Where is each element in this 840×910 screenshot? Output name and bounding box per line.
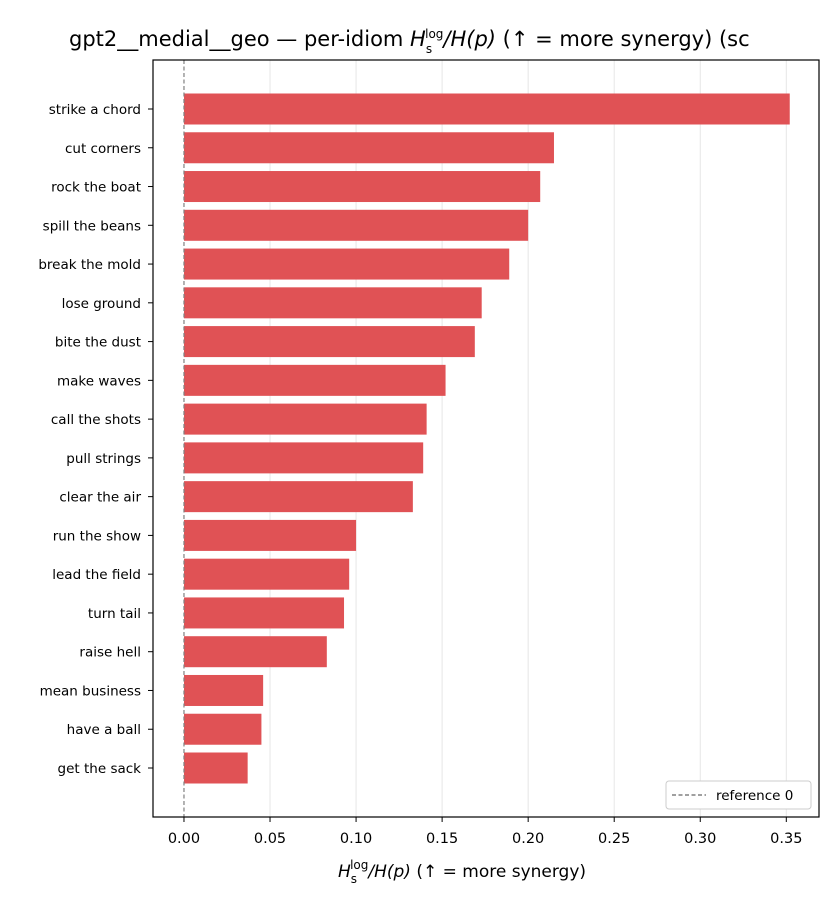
y-tick-label: strike a chord	[49, 102, 141, 118]
bar	[183, 442, 424, 474]
x-tick-label: 0.30	[684, 831, 716, 847]
x-tick-label: 0.35	[770, 831, 802, 847]
bar	[183, 209, 529, 241]
y-tick-label: lead the field	[52, 567, 141, 583]
bar	[183, 481, 413, 513]
y-tick-label: pull strings	[66, 451, 141, 467]
bar	[183, 558, 350, 590]
bar	[183, 287, 482, 319]
x-axis-label: Hslog/H(p) (↑ = more synergy)	[338, 858, 586, 886]
legend: reference 0	[665, 780, 812, 810]
bar	[183, 171, 541, 203]
bar	[183, 364, 446, 396]
y-tick-label: rock the boat	[51, 180, 141, 196]
y-tick-label: spill the beans	[43, 218, 141, 234]
bar	[183, 597, 345, 629]
bar	[183, 93, 790, 125]
legend-frame	[665, 780, 812, 810]
y-tick-label: get the sack	[58, 761, 142, 777]
x-tick-label: 0.10	[340, 831, 372, 847]
x-tick-label: 0.15	[426, 831, 458, 847]
y-tick-label: make waves	[57, 373, 141, 389]
bar	[183, 636, 327, 668]
bar	[183, 752, 248, 784]
y-tick-label: break the mold	[38, 257, 141, 273]
y-tick-label: run the show	[53, 528, 141, 544]
bar	[183, 326, 475, 358]
y-tick-label: cut corners	[65, 141, 141, 157]
x-tick-label: 0.05	[254, 831, 286, 847]
y-tick-label: clear the air	[59, 490, 141, 506]
bar	[183, 132, 554, 164]
bar	[183, 519, 357, 551]
bar	[183, 713, 262, 745]
bars	[183, 93, 790, 784]
y-tick-label: call the shots	[51, 412, 141, 428]
y-tick-label: raise hell	[79, 645, 141, 661]
y-tick-label: mean business	[40, 683, 141, 699]
y-tick-label: lose ground	[62, 296, 141, 312]
x-tick-label: 0.20	[512, 831, 544, 847]
x-tick-label: 0.00	[168, 831, 200, 847]
bar	[183, 248, 510, 280]
y-axis-ticks: strike a chord cut corners rock the boat sp…	[38, 102, 153, 777]
bar	[183, 674, 264, 706]
y-tick-label: bite the dust	[55, 335, 141, 351]
y-tick-label: have a ball	[67, 722, 141, 738]
plot-frame	[152, 59, 820, 818]
y-tick-label: turn tail	[88, 606, 141, 622]
bar	[183, 403, 427, 435]
x-tick-label: 0.25	[598, 831, 630, 847]
chart-title: gpt2__medial__geo — per-idiom Hslog/H(p)…	[69, 27, 750, 56]
x-axis-ticks: 0.00 0.05 0.10 0.15 0.20 0.25 0.30 0.35	[168, 817, 802, 847]
legend-label: reference 0	[716, 788, 793, 804]
